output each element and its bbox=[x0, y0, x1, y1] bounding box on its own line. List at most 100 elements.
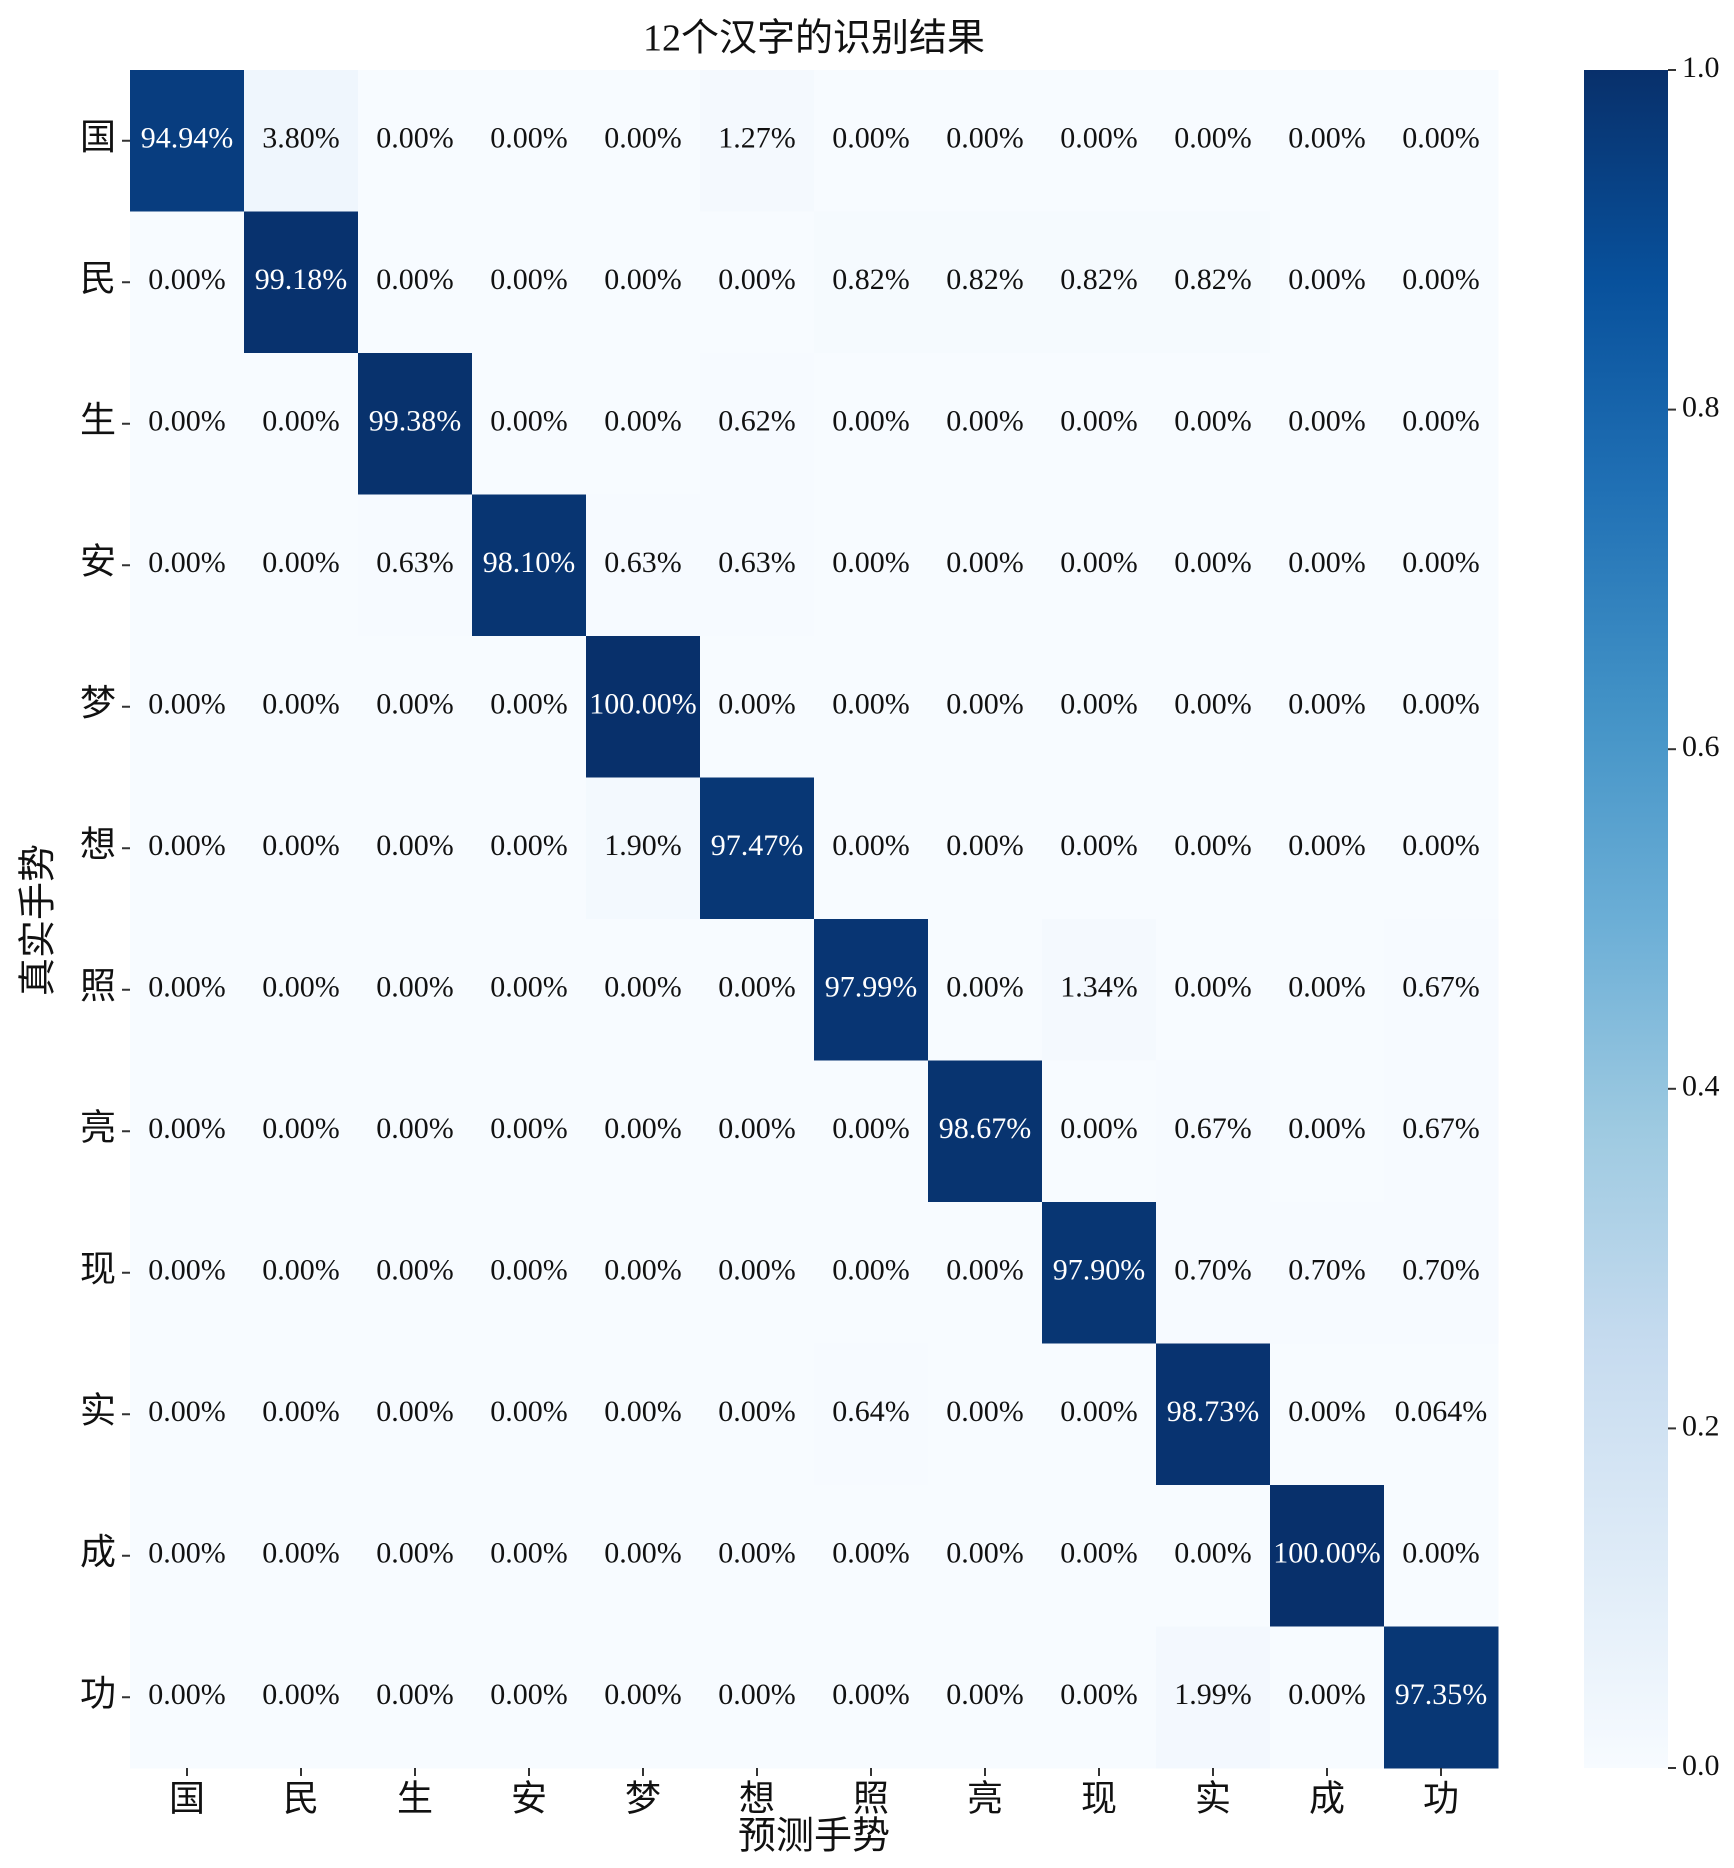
heatmap-cell bbox=[928, 636, 1043, 778]
cell-label: 0.00% bbox=[490, 263, 568, 296]
heatmap-cell bbox=[244, 636, 359, 778]
cell-label: 0.00% bbox=[718, 1537, 796, 1570]
cell-label: 0.00% bbox=[148, 688, 226, 721]
heatmap-cell bbox=[244, 70, 359, 212]
heatmap-cell bbox=[586, 777, 701, 920]
heatmap-cell bbox=[700, 211, 815, 354]
cell-label: 0.00% bbox=[490, 1395, 568, 1428]
cell-label: 0.00% bbox=[832, 1254, 910, 1287]
cell-label: 0.00% bbox=[262, 1537, 340, 1570]
heatmap-cell bbox=[358, 1060, 473, 1203]
heatmap-cell bbox=[1270, 1485, 1385, 1627]
cell-label: 0.00% bbox=[490, 1254, 568, 1287]
cell-label: 0.62% bbox=[718, 405, 796, 438]
heatmap-cell bbox=[928, 353, 1043, 495]
heatmap-cell bbox=[1156, 211, 1271, 354]
heatmap-cell bbox=[472, 636, 587, 778]
heatmap-cell bbox=[244, 1626, 359, 1769]
heatmap-cell bbox=[700, 70, 815, 212]
cell-label: 0.00% bbox=[148, 971, 226, 1004]
x-tick-label: 民 bbox=[283, 1778, 319, 1818]
cell-label: 0.64% bbox=[832, 1395, 910, 1428]
heatmap-cell bbox=[814, 1343, 929, 1486]
cell-label: 0.00% bbox=[1174, 1537, 1252, 1570]
heatmap-cell bbox=[1270, 1060, 1385, 1203]
cell-label: 0.00% bbox=[946, 829, 1024, 862]
cell-label: 0.00% bbox=[604, 971, 682, 1004]
cell-label: 1.90% bbox=[604, 829, 682, 862]
cell-label: 0.67% bbox=[1402, 971, 1480, 1004]
cell-label: 0.63% bbox=[718, 546, 796, 579]
cell-label: 0.00% bbox=[604, 1395, 682, 1428]
cell-label: 0.00% bbox=[718, 688, 796, 721]
cell-label: 0.00% bbox=[262, 1395, 340, 1428]
heatmap-cell bbox=[814, 1626, 929, 1769]
heatmap-cell bbox=[928, 1060, 1043, 1203]
heatmap-cell bbox=[130, 1060, 245, 1203]
heatmap-cell bbox=[1384, 1485, 1499, 1627]
cell-label: 0.00% bbox=[604, 1537, 682, 1570]
heatmap-cell bbox=[700, 494, 815, 637]
y-tick-label: 民 bbox=[80, 259, 116, 299]
cell-label: 0.00% bbox=[832, 405, 910, 438]
cell-label: 100.00% bbox=[589, 688, 697, 721]
heatmap-cell bbox=[1042, 1626, 1157, 1769]
x-tick-label: 国 bbox=[169, 1778, 205, 1818]
cell-label: 0.70% bbox=[1402, 1254, 1480, 1287]
cell-label: 0.82% bbox=[1060, 263, 1138, 296]
cell-label: 0.00% bbox=[1174, 122, 1252, 155]
cell-label: 0.00% bbox=[262, 1254, 340, 1287]
heatmap-cell bbox=[1270, 211, 1385, 354]
heatmap-cell bbox=[130, 777, 245, 920]
heatmap-cell bbox=[1384, 1626, 1499, 1769]
cell-label: 0.00% bbox=[1174, 688, 1252, 721]
heatmap-cell bbox=[130, 1485, 245, 1627]
heatmap-cell bbox=[700, 353, 815, 495]
cell-label: 98.10% bbox=[483, 546, 576, 579]
cell-label: 0.67% bbox=[1402, 1112, 1480, 1145]
heatmap-cell bbox=[1384, 636, 1499, 778]
heatmap-cell bbox=[244, 494, 359, 637]
cell-label: 0.00% bbox=[1288, 122, 1366, 155]
cell-label: 0.00% bbox=[148, 263, 226, 296]
heatmap-cell bbox=[814, 494, 929, 637]
x-tick-label: 功 bbox=[1423, 1778, 1459, 1818]
y-tick-label: 现 bbox=[80, 1249, 116, 1289]
heatmap-cell bbox=[130, 353, 245, 495]
heatmap-cell bbox=[700, 919, 815, 1061]
heatmap-cell bbox=[472, 777, 587, 920]
y-tick-label: 安 bbox=[80, 542, 116, 582]
heatmap-cell bbox=[472, 211, 587, 354]
cell-label: 0.00% bbox=[946, 971, 1024, 1004]
cell-label: 0.00% bbox=[376, 1678, 454, 1711]
heatmap-cell bbox=[1270, 353, 1385, 495]
y-tick-label: 梦 bbox=[80, 683, 116, 723]
heatmap-cell bbox=[472, 494, 587, 637]
cell-label: 0.00% bbox=[1060, 1112, 1138, 1145]
cell-label: 0.00% bbox=[262, 405, 340, 438]
heatmap-cell bbox=[472, 70, 587, 212]
heatmap-cell bbox=[1156, 1343, 1271, 1486]
heatmap-cell bbox=[244, 777, 359, 920]
cell-label: 0.00% bbox=[490, 688, 568, 721]
x-tick-label: 安 bbox=[511, 1778, 547, 1818]
cell-label: 98.73% bbox=[1167, 1395, 1260, 1428]
heatmap-cell bbox=[1384, 1060, 1499, 1203]
y-tick-label: 照 bbox=[80, 966, 116, 1006]
heatmap-cell bbox=[1270, 636, 1385, 778]
y-tick-label: 国 bbox=[80, 117, 116, 157]
cell-label: 0.00% bbox=[1288, 829, 1366, 862]
heatmap-cell bbox=[928, 1485, 1043, 1627]
y-tick-label: 生 bbox=[80, 400, 116, 440]
cell-label: 99.18% bbox=[255, 263, 348, 296]
cell-label: 0.00% bbox=[148, 1254, 226, 1287]
cell-label: 0.70% bbox=[1288, 1254, 1366, 1287]
heatmap-cell bbox=[814, 70, 929, 212]
y-tick-label: 想 bbox=[80, 825, 116, 865]
colorbar-tick-label: 1.0 bbox=[1682, 51, 1720, 84]
heatmap-cell bbox=[130, 70, 245, 212]
heatmap-cell bbox=[814, 353, 929, 495]
heatmap-cell bbox=[928, 1343, 1043, 1486]
heatmap-cell bbox=[1270, 1202, 1385, 1344]
cell-label: 0.00% bbox=[148, 405, 226, 438]
